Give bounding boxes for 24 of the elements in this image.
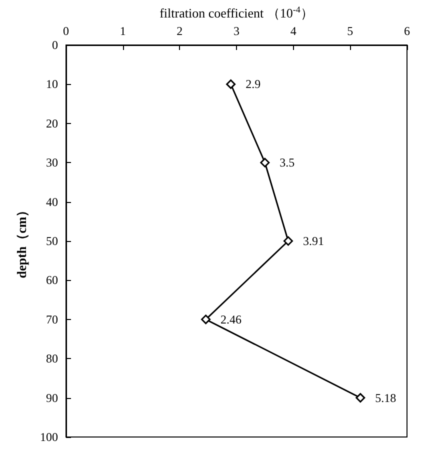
y-tick-label: 70 — [46, 312, 58, 326]
y-tick-label: 30 — [46, 156, 58, 170]
x-tick-label: 1 — [120, 24, 126, 38]
y-axis-title: depth（cm） — [14, 204, 29, 278]
data-label: 2.46 — [220, 312, 242, 326]
data-label: 3.91 — [302, 234, 324, 248]
y-tick-label: 0 — [52, 38, 58, 52]
x-tick-label: 2 — [176, 24, 183, 38]
x-tick-label: 3 — [234, 24, 240, 38]
x-tick-label: 4 — [290, 24, 296, 38]
x-tick-label: 5 — [347, 24, 354, 38]
y-tick-label: 60 — [46, 273, 58, 288]
y-tick-label: 80 — [46, 352, 58, 366]
data-label: 5.18 — [375, 390, 396, 405]
y-tick-label: 40 — [46, 194, 58, 209]
data-label: 2.9 — [246, 77, 261, 92]
x-tick-label: 0 — [63, 24, 69, 38]
y-tick-label: 20 — [46, 116, 58, 130]
y-tick-label: 90 — [46, 390, 58, 405]
x-tick-label: 6 — [404, 24, 410, 38]
y-tick-label: 100 — [40, 430, 58, 444]
y-tick-label: 10 — [46, 77, 58, 92]
y-tick-label: 50 — [46, 234, 58, 248]
data-label: 3.5 — [280, 156, 295, 170]
